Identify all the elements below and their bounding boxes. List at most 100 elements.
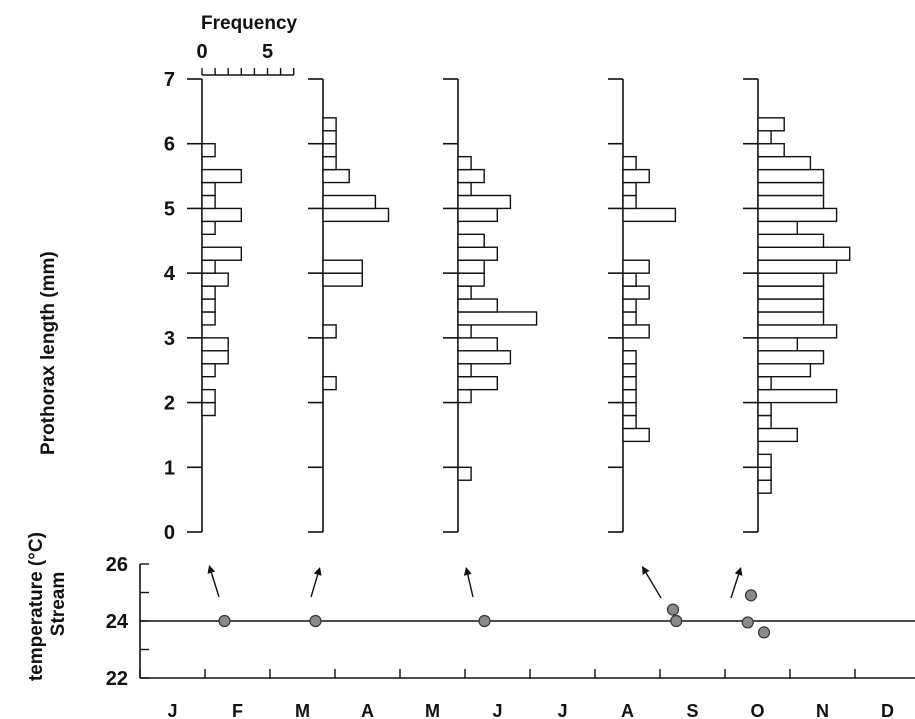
histogram-panel: [308, 78, 390, 533]
histogram-bar: [622, 155, 637, 171]
histogram-bar: [757, 155, 812, 171]
month-tick-label: A: [361, 701, 374, 719]
histogram-bar: [201, 259, 216, 274]
histogram-bar: [201, 298, 216, 313]
histogram-bar: [757, 337, 798, 352]
histogram-bar: [757, 194, 825, 210]
length-tick-label: 1: [164, 457, 175, 479]
month-tick-label: M: [425, 701, 440, 719]
histogram-panel: [443, 78, 538, 533]
histogram-bar: [322, 117, 337, 132]
histogram-bar: [201, 143, 216, 158]
histogram-bar: [201, 285, 216, 300]
histogram-bar: [757, 143, 785, 158]
histogram-bar: [457, 311, 538, 326]
month-tick-label: J: [557, 701, 567, 719]
histogram-bar: [622, 272, 637, 287]
histogram-bar: [201, 272, 229, 287]
temperature-tick-label: 22: [106, 668, 128, 690]
sample-arrow: [310, 574, 319, 598]
histogram-bar: [757, 207, 838, 223]
histogram-bar: [322, 259, 363, 274]
temperature-point: [741, 616, 754, 629]
month-tick-label: D: [881, 701, 894, 719]
histogram-bar: [757, 272, 825, 287]
histogram-bar: [757, 168, 825, 184]
histogram-bar: [622, 375, 637, 391]
temperature-point: [670, 614, 683, 628]
histogram-bar: [757, 388, 838, 404]
length-tick-label: 7: [164, 69, 175, 91]
histogram-bar: [457, 194, 512, 210]
histogram-bar: [622, 194, 637, 210]
histogram-bar: [201, 246, 242, 261]
sample-arrowhead: [734, 567, 743, 576]
histogram-bar: [757, 427, 798, 443]
histogram-bar: [201, 207, 242, 223]
histogram-bar: [322, 207, 390, 223]
histogram-bar: [757, 259, 838, 274]
temperature-point: [478, 614, 491, 628]
histogram-bar: [201, 194, 216, 210]
histogram-bar: [201, 168, 242, 184]
histogram-bar: [622, 350, 637, 365]
histogram-bar: [201, 311, 216, 326]
histogram-bar: [622, 207, 677, 223]
sample-arrowhead: [642, 566, 650, 575]
histogram-bar: [757, 233, 825, 248]
frequency-axis-title: Frequency: [201, 13, 298, 34]
month-tick-label: F: [232, 701, 243, 719]
length-tick-label: 2: [164, 393, 175, 415]
histogram-bar: [757, 298, 825, 313]
histogram-bar: [322, 143, 337, 158]
histogram-bar: [322, 194, 377, 210]
histogram-panel: [608, 78, 677, 533]
histogram-bar: [322, 168, 350, 184]
histogram-bar: [201, 350, 229, 365]
histogram-bar: [757, 453, 772, 468]
histogram-bar: [622, 298, 637, 313]
histogram-bar: [622, 324, 650, 339]
histogram-panel: [187, 78, 242, 533]
sample-arrowhead: [313, 567, 322, 576]
month-tick-label: O: [750, 701, 764, 719]
histogram-bar: [622, 388, 637, 404]
histogram-bar: [457, 363, 472, 378]
month-tick-label: M: [295, 701, 310, 719]
prothorax-length-axis-title: Prothorax length (mm): [38, 251, 59, 455]
histogram-bar: [457, 181, 472, 197]
histogram-panel: [743, 78, 851, 533]
length-tick-label: 6: [164, 134, 175, 156]
sample-arrowhead: [463, 567, 472, 576]
sample-arrow: [467, 574, 474, 598]
histogram-bar: [457, 272, 485, 287]
histogram-bar: [457, 207, 498, 223]
histogram-bar: [201, 220, 216, 236]
length-tick-label: 3: [164, 328, 175, 350]
histogram-bar: [457, 466, 472, 481]
histogram-bar: [757, 324, 838, 339]
frequency-tick-label: 5: [262, 41, 273, 63]
temperature-axis-title-line1: temperature (°C): [26, 532, 47, 681]
histogram-bar: [201, 181, 216, 197]
month-tick-label: J: [492, 701, 502, 719]
sample-arrow: [210, 572, 220, 598]
length-tick-label: 4: [164, 263, 176, 285]
histogram-bar: [757, 479, 772, 494]
temperature-point: [666, 603, 680, 616]
histogram-bar: [322, 272, 363, 287]
temperature-point: [744, 589, 758, 602]
histogram-bar: [457, 168, 485, 184]
histogram-bar: [757, 414, 772, 430]
temperature-tick-label: 24: [106, 611, 129, 633]
histogram-bar: [757, 363, 812, 378]
sample-arrow: [645, 572, 662, 599]
frequency-tick-label: 0: [196, 41, 207, 63]
histogram-bar: [457, 259, 485, 274]
histogram-bar: [457, 246, 498, 261]
histogram-bar: [457, 324, 472, 339]
length-tick-label: 5: [164, 198, 175, 220]
histogram-bar: [622, 427, 650, 443]
histogram-bar: [457, 337, 498, 352]
